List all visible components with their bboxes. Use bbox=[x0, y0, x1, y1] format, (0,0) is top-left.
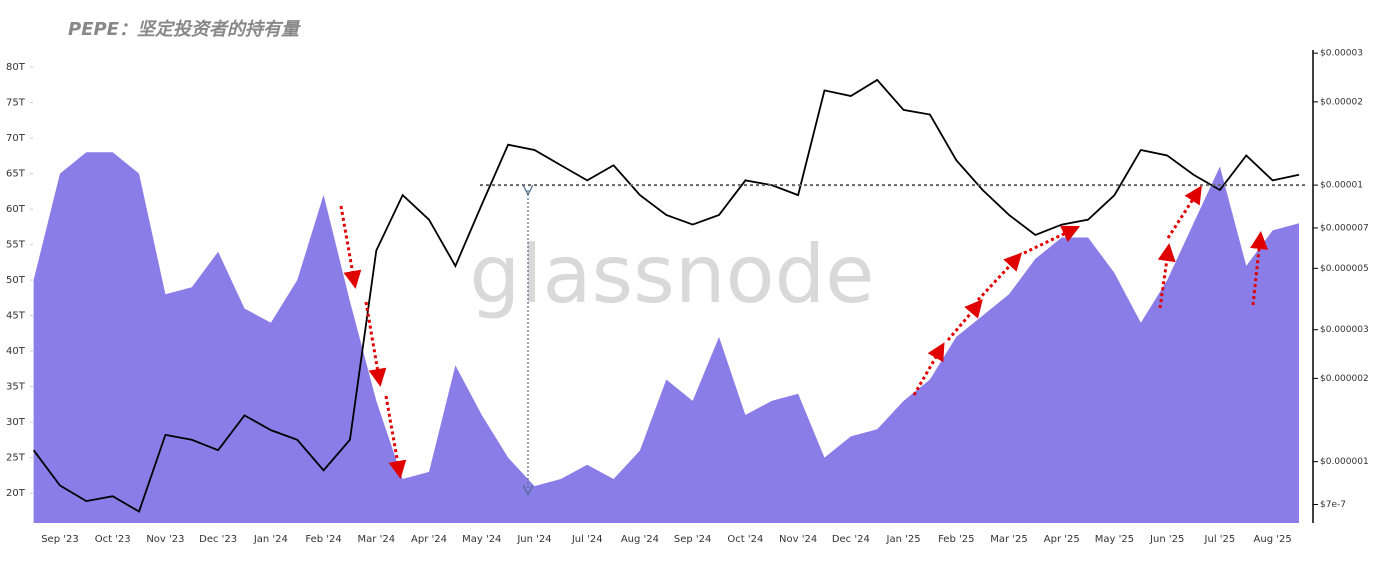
y2-tick-label: $0.000003 bbox=[1320, 325, 1369, 335]
x-tick-label: Jan '24 bbox=[253, 534, 288, 545]
x-tick-label: Mar '24 bbox=[358, 534, 396, 545]
arrow bbox=[364, 301, 387, 387]
x-tick-label: Apr '24 bbox=[411, 534, 447, 545]
x-tick-label: Apr '25 bbox=[1044, 534, 1080, 545]
y2-tick-label: $0.000007 bbox=[1320, 223, 1369, 233]
y-tick-label: 25T bbox=[6, 453, 26, 464]
arrow bbox=[1250, 231, 1268, 306]
arrow bbox=[1023, 225, 1081, 255]
x-tick-label: Jun '24 bbox=[516, 534, 551, 545]
x-tick-label: Dec '23 bbox=[199, 534, 237, 545]
x-tick-label: Jul '25 bbox=[1204, 534, 1236, 545]
y-tick-label: 60T bbox=[6, 204, 26, 215]
x-tick-label: Sep '23 bbox=[41, 534, 79, 545]
y-tick-label: 40T bbox=[6, 346, 26, 357]
x-tick-label: Jan '25 bbox=[886, 534, 921, 545]
x-tick-label: Oct '24 bbox=[727, 534, 763, 545]
y2-tick-label: $0.00002 bbox=[1320, 97, 1363, 107]
y-tick-label: 65T bbox=[6, 169, 26, 180]
x-tick-label: Nov '24 bbox=[779, 534, 817, 545]
y-tick-label: 30T bbox=[6, 417, 26, 428]
y-tick-label: 50T bbox=[6, 275, 26, 286]
y2-tick-label: $0.00001 bbox=[1320, 181, 1363, 191]
x-tick-label: Dec '24 bbox=[832, 534, 870, 545]
arrow bbox=[339, 205, 362, 289]
annotations bbox=[339, 185, 1268, 479]
x-tick-label: Aug '24 bbox=[621, 534, 659, 545]
y2-tick-label: $0.00003 bbox=[1320, 49, 1363, 59]
x-tick-label: Jul '24 bbox=[571, 534, 603, 545]
x-tick-label: Nov '23 bbox=[146, 534, 184, 545]
y-tick-label: 75T bbox=[6, 98, 26, 109]
x-tick-label: Aug '25 bbox=[1254, 534, 1292, 545]
x-tick-label: Feb '25 bbox=[938, 534, 974, 545]
x-tick-label: Sep '24 bbox=[674, 534, 712, 545]
x-tick-label: Feb '24 bbox=[305, 534, 341, 545]
y-tick-label: 55T bbox=[6, 240, 26, 251]
arrow bbox=[384, 395, 407, 479]
y-tick-label: 20T bbox=[6, 488, 26, 499]
arrow bbox=[1166, 185, 1202, 239]
y-tick-label: 80T bbox=[6, 62, 26, 73]
plot-area bbox=[32, 78, 1306, 523]
y2-tick-label: $7e-7 bbox=[1320, 500, 1346, 510]
y-tick-label: 35T bbox=[6, 382, 26, 393]
arrow bbox=[946, 299, 983, 341]
y2-tick-label: $0.000005 bbox=[1320, 264, 1369, 274]
y2-tick-label: $0.000002 bbox=[1320, 374, 1369, 384]
area bbox=[33, 152, 1300, 523]
watermark: glassnode bbox=[469, 228, 874, 321]
y2-tick-label: $0.000001 bbox=[1320, 457, 1369, 467]
line bbox=[32, 78, 1300, 513]
y-tick-label: 45T bbox=[6, 311, 26, 322]
x-tick-label: May '24 bbox=[462, 534, 501, 545]
x-tick-label: May '25 bbox=[1095, 534, 1134, 545]
x-tick-label: Jun '25 bbox=[1149, 534, 1184, 545]
chart-title: PEPE：坚定投资者的持有量 bbox=[68, 19, 301, 40]
arrow bbox=[912, 342, 945, 396]
x-tick-label: Mar '25 bbox=[990, 534, 1028, 545]
y-tick-label: 70T bbox=[6, 133, 26, 144]
x-tick-label: Oct '23 bbox=[95, 534, 131, 545]
